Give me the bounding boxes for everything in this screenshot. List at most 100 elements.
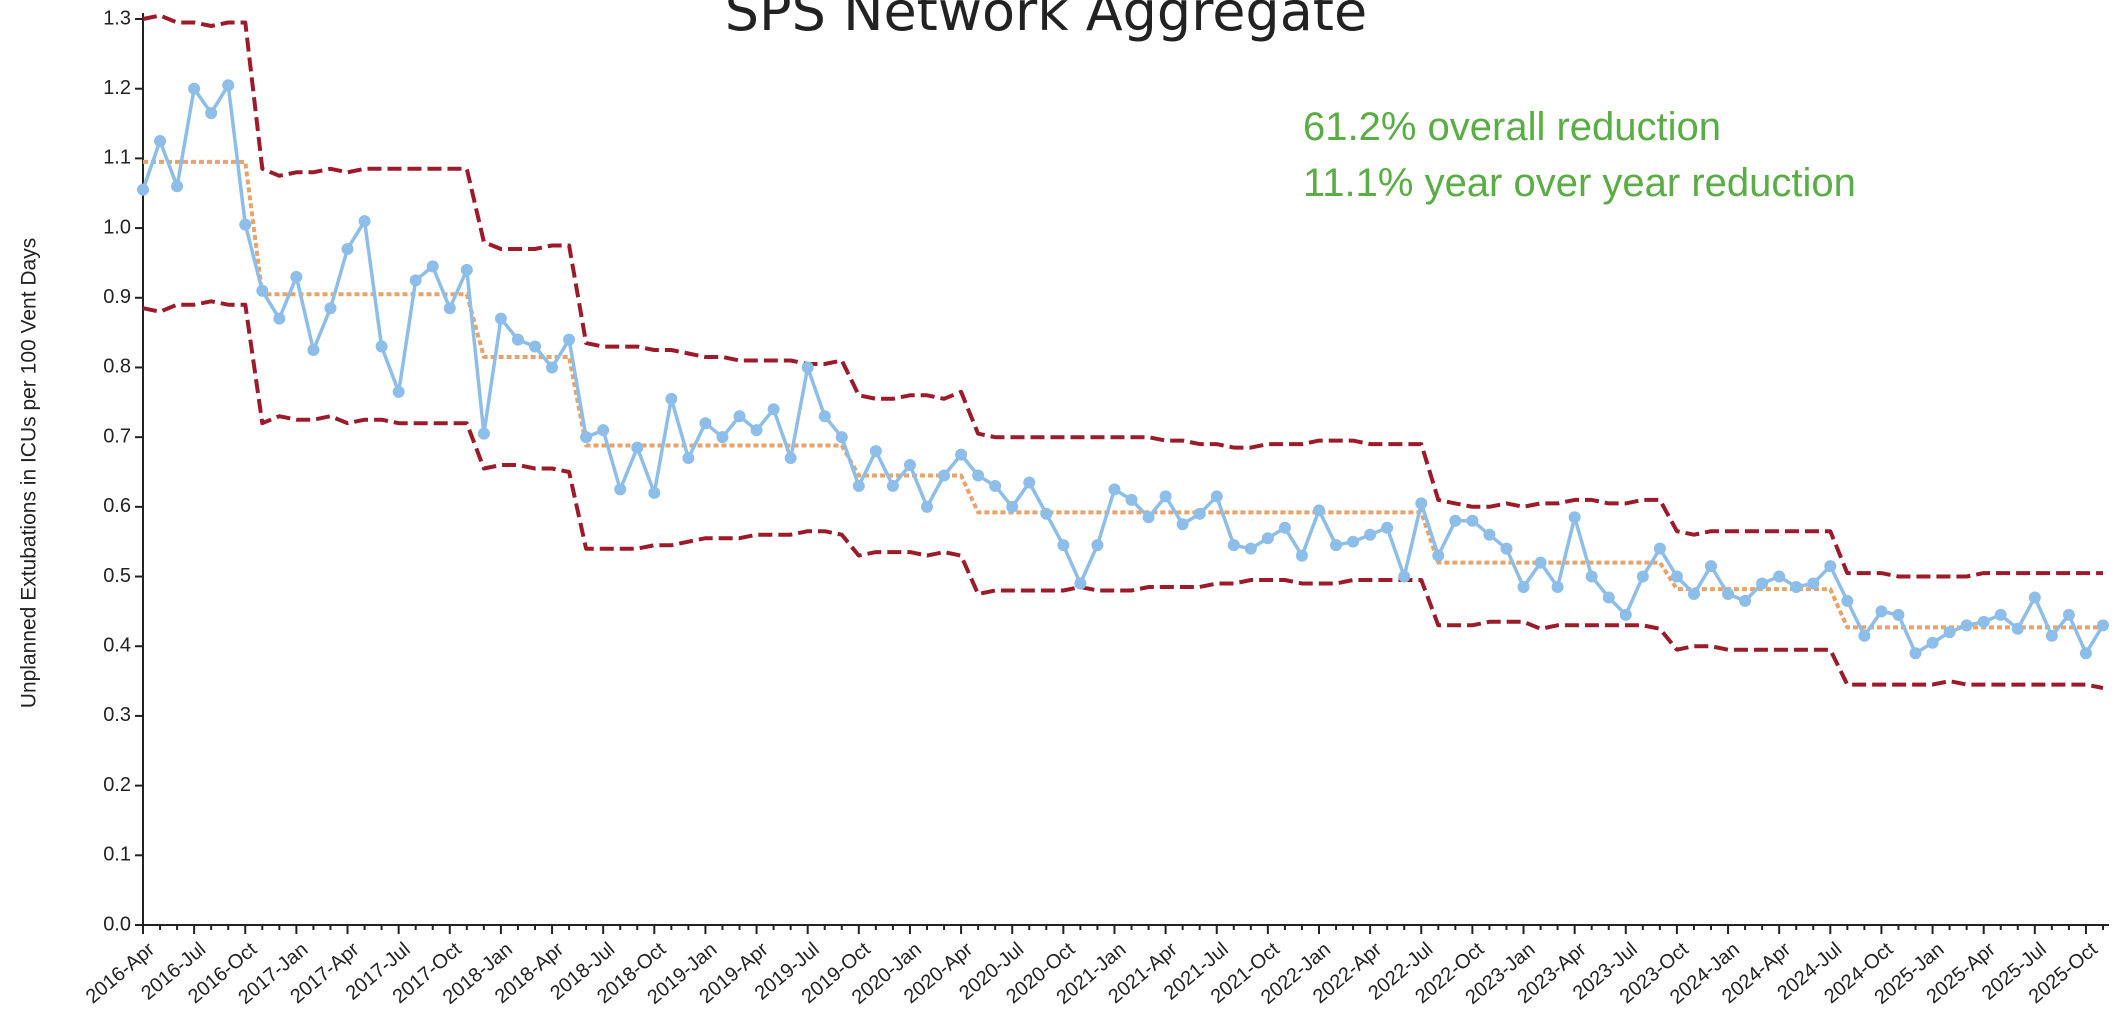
data-point <box>290 270 303 283</box>
y-tick-label: 1.1 <box>103 147 131 169</box>
data-point <box>1739 594 1752 607</box>
data-point <box>2028 591 2041 604</box>
data-point <box>801 361 814 374</box>
data-point <box>2097 619 2109 632</box>
data-point <box>1210 490 1223 503</box>
data-point <box>1278 521 1291 534</box>
data-point <box>597 424 610 437</box>
y-tick-label: 1.2 <box>103 77 131 99</box>
series-line <box>142 13 2103 579</box>
data-point <box>426 260 439 273</box>
data-point <box>1500 542 1513 555</box>
data-point <box>563 333 576 346</box>
data-point <box>784 452 797 465</box>
data-point <box>818 410 831 423</box>
data-point <box>1705 560 1717 573</box>
data-point <box>1364 528 1377 541</box>
data-point <box>546 361 559 374</box>
data-point <box>869 445 882 458</box>
data-point <box>1892 608 1905 621</box>
data-point <box>1483 528 1496 541</box>
data-point <box>2011 622 2024 635</box>
data-point <box>1926 636 1939 649</box>
data-point <box>1449 514 1462 527</box>
data-point <box>699 417 712 430</box>
data-point <box>1176 518 1189 531</box>
data-point <box>239 218 252 231</box>
data-point <box>222 79 235 92</box>
data-point <box>409 274 422 287</box>
y-tick-label: 0.2 <box>103 774 131 796</box>
data-point <box>682 452 695 465</box>
data-point <box>1875 605 1888 618</box>
data-point <box>1807 577 1820 590</box>
data-point <box>1756 577 1769 590</box>
annotation: 61.2% overall reduction <box>1303 105 1721 149</box>
data-point <box>1125 493 1138 506</box>
data-point <box>1381 521 1394 534</box>
data-point <box>375 340 388 353</box>
data-point <box>1943 626 1956 639</box>
data-point <box>903 459 916 472</box>
data-point <box>529 340 541 353</box>
data-point <box>767 403 780 416</box>
data-point <box>665 392 678 405</box>
data-point <box>1824 560 1837 573</box>
data-point <box>1858 629 1871 642</box>
data-point <box>1551 580 1564 593</box>
data-point <box>1636 570 1649 583</box>
data-point <box>955 448 968 461</box>
data-point <box>460 263 473 276</box>
data-point <box>1159 490 1172 503</box>
data-point <box>1142 511 1155 524</box>
data-point <box>171 180 184 193</box>
chart-title: SPS Network Aggregate <box>725 0 1367 43</box>
data-point <box>1602 591 1615 604</box>
data-point <box>1994 608 2007 621</box>
y-tick-label: 0.5 <box>103 565 131 587</box>
y-tick-label: 0.6 <box>103 495 131 517</box>
data-point <box>1330 539 1343 552</box>
data-point <box>733 410 746 423</box>
data-point <box>341 242 354 255</box>
data-point <box>1023 476 1036 489</box>
data-point <box>972 469 985 482</box>
data-point <box>852 479 865 492</box>
data-point <box>614 483 627 496</box>
data-point <box>1432 549 1445 562</box>
data-point <box>1074 577 1087 590</box>
y-tick-label: 0.9 <box>103 286 131 308</box>
data-point <box>1193 507 1206 520</box>
data-point <box>1261 532 1274 545</box>
data-point <box>392 385 405 398</box>
data-point <box>1244 542 1257 555</box>
data-point <box>1313 504 1325 517</box>
data-point <box>1517 580 1530 593</box>
data-point <box>1534 556 1547 569</box>
y-tick-label: 0.0 <box>103 913 131 935</box>
data-point <box>273 312 286 325</box>
data-point <box>835 431 848 444</box>
data-point <box>1057 539 1070 552</box>
data-point <box>1347 535 1360 548</box>
data-point <box>307 344 320 357</box>
y-tick-label: 0.1 <box>103 844 131 866</box>
data-point <box>1687 587 1700 600</box>
data-point <box>1977 615 1990 628</box>
data-point <box>716 431 729 444</box>
data-point <box>1653 542 1666 555</box>
data-point <box>188 82 201 95</box>
y-tick-label: 0.7 <box>103 425 131 447</box>
data-point <box>1466 514 1479 527</box>
data-point <box>750 424 763 437</box>
data-point <box>1398 570 1411 583</box>
data-point <box>256 284 269 297</box>
data-point <box>631 441 644 454</box>
data-point <box>1790 580 1803 593</box>
data-point <box>1773 570 1786 583</box>
data-point <box>1722 587 1735 600</box>
data-point <box>154 134 167 147</box>
data-point <box>2045 629 2058 642</box>
